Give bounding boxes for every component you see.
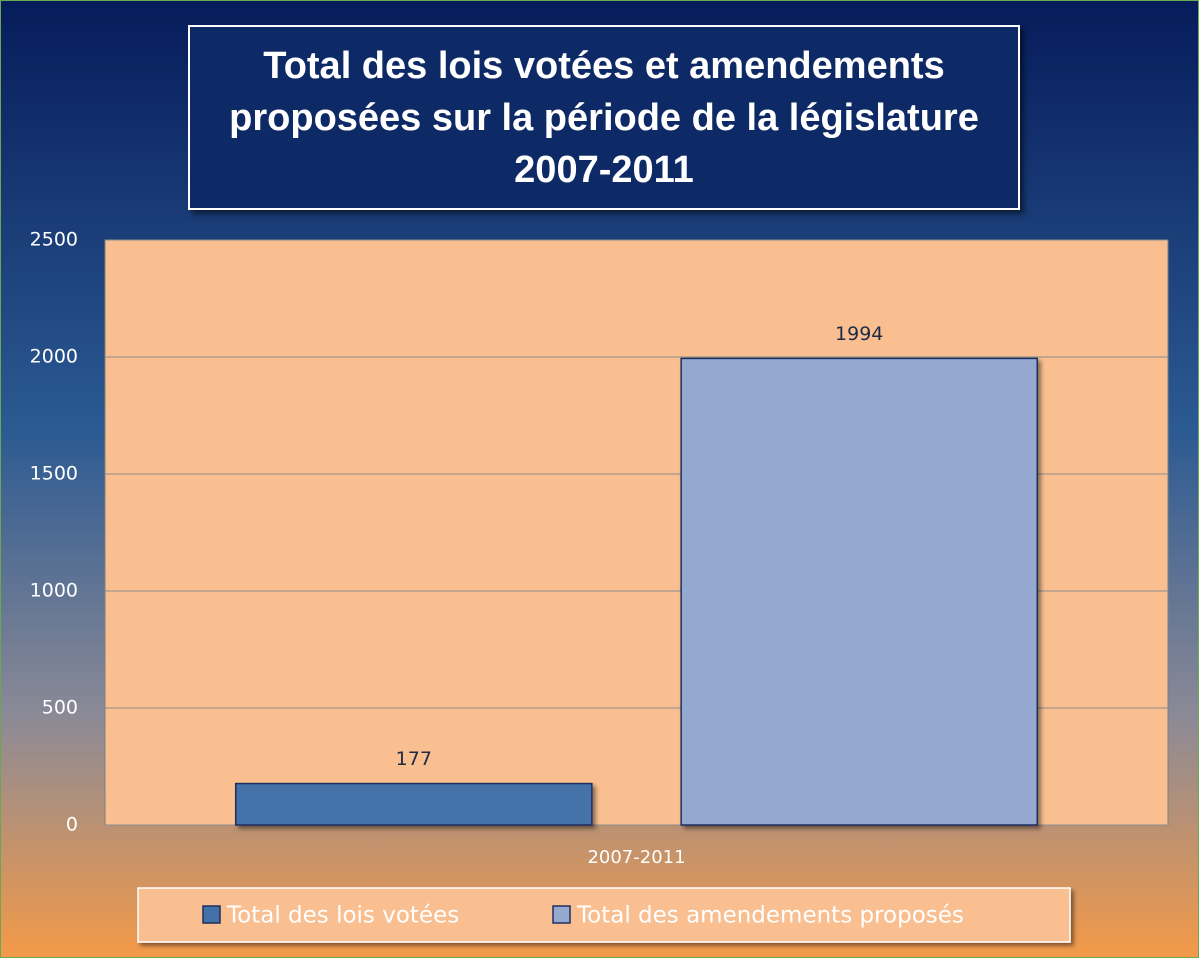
legend-swatch — [202, 905, 221, 924]
chart-title: Total des lois votées et amendements pro… — [188, 25, 1020, 210]
y-tick-label: 1000 — [30, 580, 78, 602]
y-tick-label: 500 — [42, 697, 78, 719]
data-label: 177 — [396, 748, 432, 770]
legend-label: Total des amendements proposés — [576, 903, 964, 929]
legend-swatch — [552, 905, 571, 924]
y-tick-label: 1500 — [30, 463, 78, 485]
bar — [234, 782, 593, 826]
x-tick-label: 2007-2011 — [587, 847, 685, 868]
legend-box — [137, 887, 1071, 943]
data-label: 1994 — [835, 323, 883, 345]
y-tick-label: 2000 — [30, 346, 78, 368]
y-tick-label: 0 — [66, 814, 78, 836]
bar — [680, 357, 1039, 826]
y-tick-label: 2500 — [30, 229, 78, 251]
legend-label: Total des lois votées — [226, 903, 459, 929]
